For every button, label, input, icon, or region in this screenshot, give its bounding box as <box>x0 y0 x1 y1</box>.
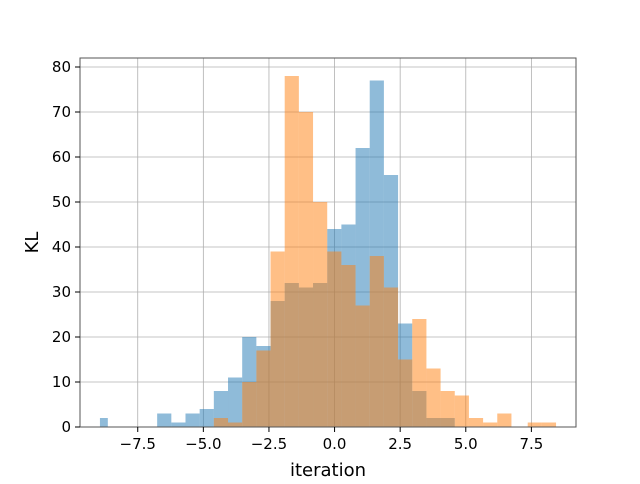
x-tick-label: 0.0 <box>323 435 347 453</box>
histogram-bar <box>228 422 243 427</box>
x-tick-label: −7.5 <box>120 435 156 453</box>
histogram-bar <box>298 112 314 427</box>
y-tick-label: 0 <box>61 418 71 436</box>
y-tick-label: 20 <box>52 328 71 346</box>
histogram-bar <box>454 395 469 427</box>
histogram-bar <box>171 422 186 427</box>
histogram-bar <box>157 413 172 427</box>
histogram-bar <box>412 319 427 427</box>
histogram-bar <box>284 76 299 427</box>
histogram-bar <box>426 368 441 427</box>
histogram-bar <box>228 377 243 427</box>
histogram-bar <box>541 422 557 427</box>
histogram-bar <box>185 413 200 427</box>
y-axis-label: KL <box>22 232 43 254</box>
axis-ticks: −7.5 −5.0 −2.5 0.0 2.5 5.0 7.5 0 10 20 30 40 50 60 70 8… <box>52 58 543 453</box>
y-tick-label: 50 <box>52 193 71 211</box>
histogram-bar <box>468 418 484 427</box>
histogram-bar <box>355 305 370 427</box>
histogram-bar <box>270 251 285 427</box>
bars <box>99 76 557 427</box>
y-tick-label: 60 <box>52 148 71 166</box>
y-tick-label: 10 <box>52 373 71 391</box>
x-tick-label: −2.5 <box>251 435 287 453</box>
x-axis-label: iteration <box>290 460 366 480</box>
y-tick-label: 80 <box>52 58 71 76</box>
x-tick-label: 7.5 <box>519 435 543 453</box>
histogram-bar <box>527 422 542 427</box>
y-tick-label: 30 <box>52 283 71 301</box>
plot-frame <box>79 57 577 428</box>
x-tick-label: 2.5 <box>388 435 412 453</box>
histogram-bar <box>369 256 384 427</box>
x-tick-label: 5.0 <box>454 435 478 453</box>
x-tick-label: −5.0 <box>185 435 221 453</box>
histogram-bar <box>313 202 328 427</box>
histogram-bar <box>199 409 214 427</box>
histogram-bar <box>398 359 413 427</box>
histogram-bar <box>327 251 342 427</box>
histogram-bar <box>483 422 498 427</box>
y-tick-label: 70 <box>52 103 71 121</box>
histogram-bar <box>341 265 356 427</box>
histogram-bar <box>242 382 257 427</box>
histogram-bar <box>440 391 455 427</box>
histogram-bar <box>99 418 108 427</box>
histogram-bar <box>213 418 229 427</box>
histogram-bar <box>256 350 271 427</box>
histogram-bar <box>383 287 399 427</box>
y-tick-label: 40 <box>52 238 71 256</box>
histogram-bar <box>497 413 512 427</box>
